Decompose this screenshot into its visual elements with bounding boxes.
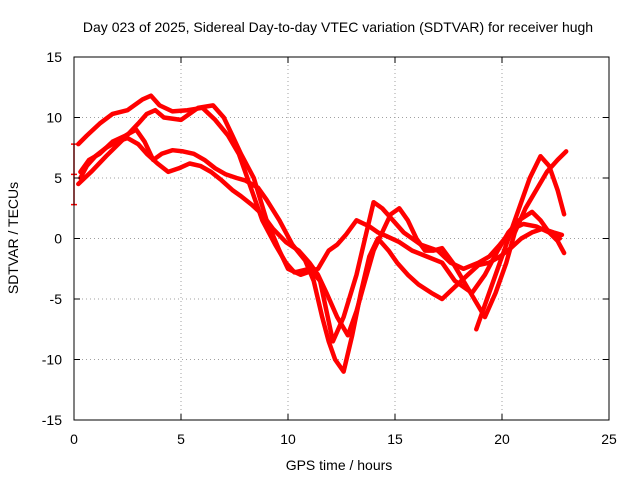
y-tick-label: -15 [42, 412, 62, 428]
x-tick-label: 25 [601, 431, 617, 447]
series-track-3 [78, 127, 565, 374]
x-axis-title: GPS time / hours [286, 457, 393, 473]
x-tick-label: 20 [494, 431, 510, 447]
x-ticks: 0 5 10 15 20 25 [70, 57, 617, 447]
chart-title: Day 023 of 2025, Sidereal Day-to-day VTE… [83, 19, 593, 35]
y-axis-title: SDTVAR / TECUs [5, 182, 21, 294]
series-track-2 [76, 93, 563, 344]
y-tick-label: 15 [46, 49, 62, 65]
x-tick-label: 10 [280, 431, 296, 447]
y-ticks: -15 -10 -5 0 5 10 15 [42, 49, 609, 428]
y-tick-label: 5 [54, 170, 62, 186]
series-track-5 [474, 153, 567, 332]
x-tick-label: 15 [387, 431, 403, 447]
y-tick-label: 0 [54, 231, 62, 247]
y-tick-label: -5 [50, 291, 63, 307]
y-tick-label: -10 [42, 352, 62, 368]
y-tick-label: 10 [46, 110, 62, 126]
x-tick-label: 5 [177, 431, 185, 447]
series-group [76, 93, 569, 374]
x-tick-label: 0 [70, 431, 78, 447]
